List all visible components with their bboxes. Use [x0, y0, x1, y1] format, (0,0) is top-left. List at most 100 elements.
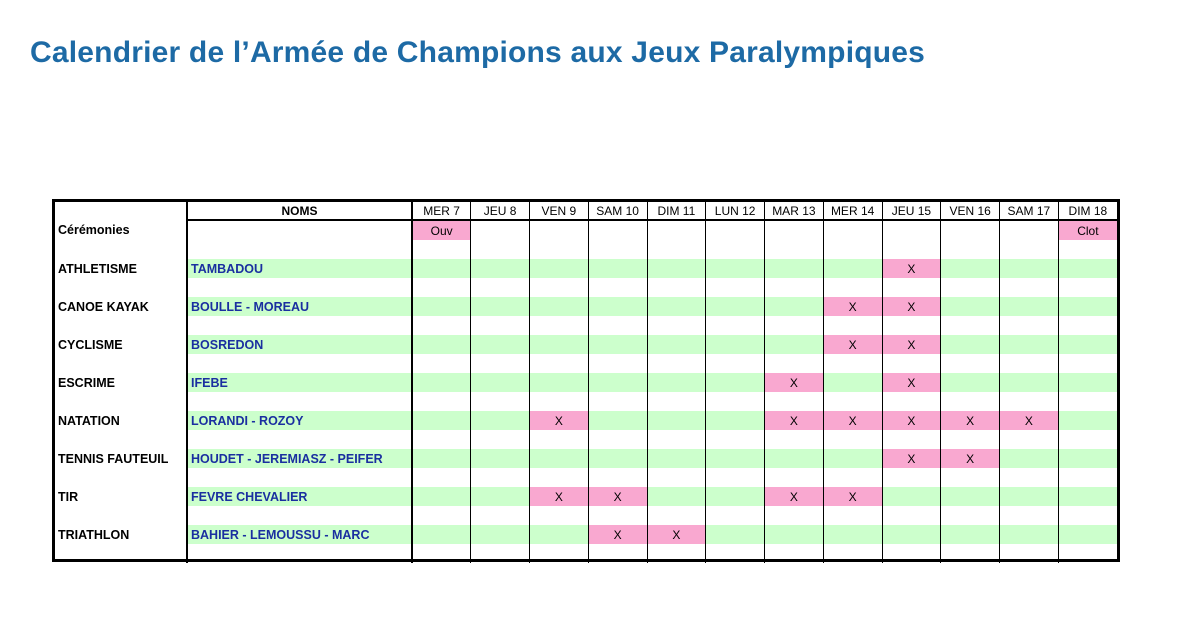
- sport-row: TIR FEVRE CHEVALIER X X X X: [55, 487, 1117, 506]
- sport-label: NATATION: [55, 411, 188, 430]
- day-header: LUN 12: [705, 202, 765, 221]
- day-cell: [470, 525, 530, 544]
- spacer-cell: [764, 468, 824, 487]
- spacer-cell: [647, 354, 707, 373]
- spacer-cell: [764, 354, 824, 373]
- spacer-cell: [705, 544, 765, 563]
- day-cell: [705, 335, 765, 354]
- sport-label: TRIATHLON: [55, 525, 188, 544]
- day-cell: [882, 525, 942, 544]
- day-header: DIM 18: [1058, 202, 1117, 221]
- day-mark: X: [823, 297, 883, 316]
- spacer-cell: [1058, 544, 1117, 563]
- spacer-cell: [55, 278, 188, 297]
- sport-row: ATHLETISME TAMBADOU X: [55, 259, 1117, 278]
- day-cell: [588, 259, 648, 278]
- spacer-cell: [187, 392, 413, 411]
- spacer-cell: [529, 278, 589, 297]
- spacer-cell: [823, 240, 883, 259]
- sport-label: ATHLETISME: [55, 259, 188, 278]
- spacer-cell: [470, 316, 530, 335]
- spacer-cell: [588, 544, 648, 563]
- sport-label: CANOE KAYAK: [55, 297, 188, 316]
- spacer-cell: [55, 392, 188, 411]
- day-cell: [412, 525, 472, 544]
- spacer-cell: [764, 544, 824, 563]
- day-header: VEN 16: [940, 202, 1000, 221]
- day-mark: X: [882, 297, 942, 316]
- day-cell: [999, 220, 1059, 240]
- day-cell: [823, 259, 883, 278]
- day-header: SAM 17: [999, 202, 1059, 221]
- spacer-row: [55, 316, 1117, 335]
- day-cell: [764, 297, 824, 316]
- spacer-cell: [470, 240, 530, 259]
- spacer-cell: [940, 468, 1000, 487]
- day-mark: Clot: [1058, 220, 1117, 240]
- spacer-cell: [529, 354, 589, 373]
- spacer-cell: [999, 468, 1059, 487]
- spacer-cell: [1058, 278, 1117, 297]
- day-cell: [999, 373, 1059, 392]
- day-mark: X: [588, 525, 648, 544]
- spacer-cell: [187, 506, 413, 525]
- day-cell: [1058, 335, 1117, 354]
- day-cell: [470, 411, 530, 430]
- day-cell: [705, 449, 765, 468]
- spacer-cell: [588, 392, 648, 411]
- day-mark: X: [588, 487, 648, 506]
- day-cell: [705, 220, 765, 240]
- day-cell: [999, 449, 1059, 468]
- sport-row: TRIATHLON BAHIER - LEMOUSSU - MARC X X: [55, 525, 1117, 544]
- spacer-cell: [529, 430, 589, 449]
- day-cell: [940, 525, 1000, 544]
- spacer-cell: [187, 240, 413, 259]
- day-cell: [588, 297, 648, 316]
- sport-column-header: [55, 202, 188, 220]
- spacer-cell: [999, 354, 1059, 373]
- spacer-cell: [529, 316, 589, 335]
- day-cell: [1058, 373, 1117, 392]
- spacer-cell: [647, 316, 707, 335]
- day-cell: [823, 220, 883, 240]
- day-cell: [647, 220, 707, 240]
- day-cell: [412, 373, 472, 392]
- spacer-cell: [187, 354, 413, 373]
- day-mark: X: [882, 259, 942, 278]
- spacer-cell: [470, 506, 530, 525]
- day-cell: [529, 373, 589, 392]
- spacer-cell: [412, 278, 472, 297]
- spacer-cell: [764, 506, 824, 525]
- day-mark: X: [823, 487, 883, 506]
- day-mark: X: [529, 487, 589, 506]
- sport-row: ESCRIME IFEBE X X: [55, 373, 1117, 392]
- spacer-cell: [647, 506, 707, 525]
- day-cell: [412, 411, 472, 430]
- day-header: VEN 9: [529, 202, 589, 221]
- day-cell: [764, 220, 824, 240]
- day-header: MER 7: [412, 202, 472, 221]
- spacer-cell: [940, 392, 1000, 411]
- day-cell: [764, 259, 824, 278]
- spacer-cell: [1058, 316, 1117, 335]
- day-cell: [1058, 487, 1117, 506]
- spacer-cell: [529, 468, 589, 487]
- spacer-row: [55, 468, 1117, 487]
- spacer-cell: [823, 468, 883, 487]
- day-cell: [940, 487, 1000, 506]
- spacer-cell: [412, 354, 472, 373]
- spacer-cell: [55, 354, 188, 373]
- spacer-cell: [1058, 240, 1117, 259]
- day-cell: [705, 259, 765, 278]
- day-cell: [647, 259, 707, 278]
- spacer-cell: [647, 468, 707, 487]
- spacer-row: [55, 544, 1117, 563]
- day-cell: [764, 449, 824, 468]
- day-header: SAM 10: [588, 202, 648, 221]
- day-cell: [999, 259, 1059, 278]
- spacer-cell: [882, 392, 942, 411]
- spacer-cell: [823, 430, 883, 449]
- spacer-cell: [647, 278, 707, 297]
- day-cell: [705, 411, 765, 430]
- day-cell: [1058, 297, 1117, 316]
